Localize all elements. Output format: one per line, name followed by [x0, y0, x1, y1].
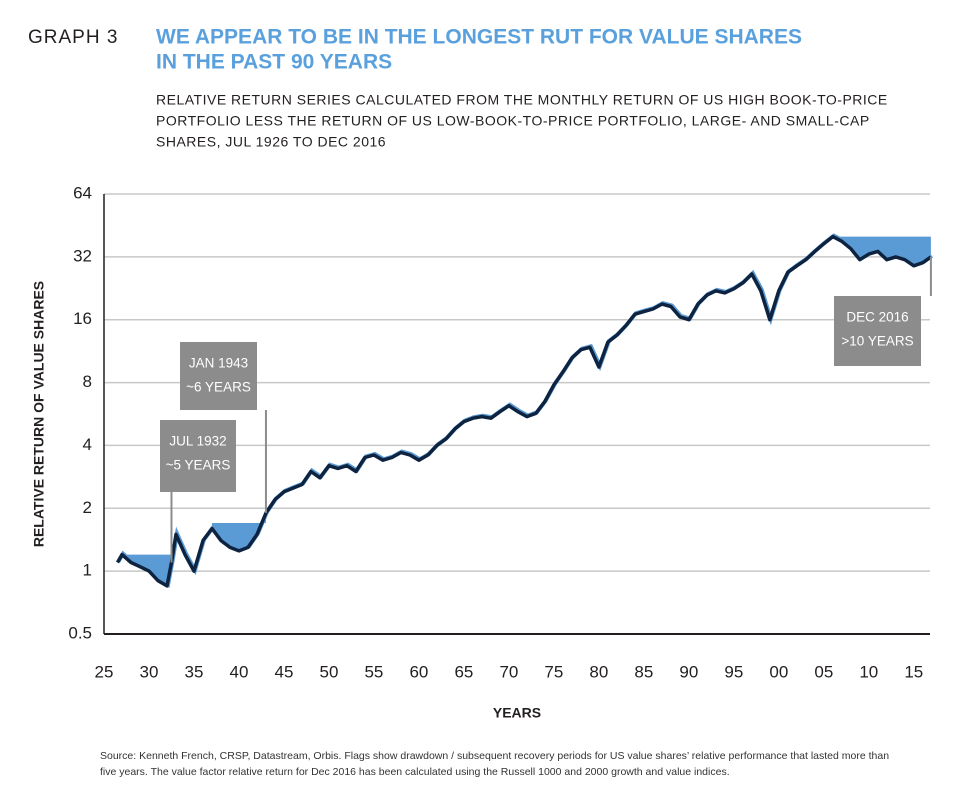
subtitle: RELATIVE RETURN SERIES CALCULATED FROM T… — [156, 92, 888, 108]
x-tick-label: 65 — [454, 662, 473, 681]
chart-title: WE APPEAR TO BE IN THE LONGEST RUT FOR V… — [156, 26, 802, 49]
y-tick-label: 32 — [73, 246, 92, 265]
y-tick-label: 8 — [83, 372, 92, 391]
source: Source: Kenneth French, CRSP, Datastream… — [100, 750, 889, 762]
y-tick-label: 2 — [83, 498, 92, 517]
x-tick-label: 60 — [409, 662, 428, 681]
flag-text: DEC 2016 — [846, 310, 908, 325]
subtitle: SHARES, JUL 1926 TO DEC 2016 — [156, 134, 386, 150]
y-tick-label: 16 — [73, 309, 92, 328]
x-tick-label: 90 — [679, 662, 698, 681]
y-axis-label: RELATIVE RETURN OF VALUE SHARES — [31, 281, 47, 547]
x-tick-label: 70 — [499, 662, 518, 681]
x-tick-label: 55 — [364, 662, 383, 681]
x-tick-label: 25 — [95, 662, 114, 681]
graph-label: GRAPH 3 — [28, 27, 118, 48]
chart-title: IN THE PAST 90 YEARS — [156, 51, 392, 74]
x-tick-label: 10 — [859, 662, 878, 681]
flag-box — [160, 420, 236, 492]
y-tick-label: 0.5 — [68, 623, 92, 642]
x-tick-label: 75 — [544, 662, 563, 681]
x-tick-label: 05 — [814, 662, 833, 681]
flag-text: JAN 1943 — [189, 356, 248, 371]
flag-text: ~5 YEARS — [166, 458, 231, 473]
flag-text: >10 YEARS — [841, 334, 913, 349]
x-tick-label: 45 — [274, 662, 293, 681]
y-tick-label: 1 — [83, 561, 92, 580]
y-tick-label: 4 — [83, 435, 92, 454]
x-tick-label: 85 — [634, 662, 653, 681]
flag-box — [834, 296, 921, 366]
source: five years. The value factor relative re… — [100, 766, 730, 778]
subtitle: PORTFOLIO LESS THE RETURN OF US LOW-BOOK… — [156, 113, 870, 129]
x-tick-label: 95 — [724, 662, 743, 681]
flag-text: JUL 1932 — [169, 434, 226, 449]
x-tick-label: 80 — [589, 662, 608, 681]
flag-text: ~6 YEARS — [186, 380, 251, 395]
y-tick-label: 64 — [73, 183, 92, 202]
x-tick-label: 00 — [769, 662, 788, 681]
x-tick-label: 35 — [185, 662, 204, 681]
x-tick-label: 40 — [230, 662, 249, 681]
flag-box — [180, 342, 257, 410]
x-axis-label: YEARS — [493, 705, 541, 721]
line — [115, 234, 932, 588]
x-tick-label: 15 — [904, 662, 923, 681]
x-tick-label: 30 — [140, 662, 159, 681]
x-tick-label: 50 — [319, 662, 338, 681]
